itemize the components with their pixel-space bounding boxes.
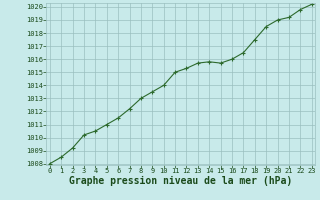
X-axis label: Graphe pression niveau de la mer (hPa): Graphe pression niveau de la mer (hPa)	[69, 176, 292, 186]
